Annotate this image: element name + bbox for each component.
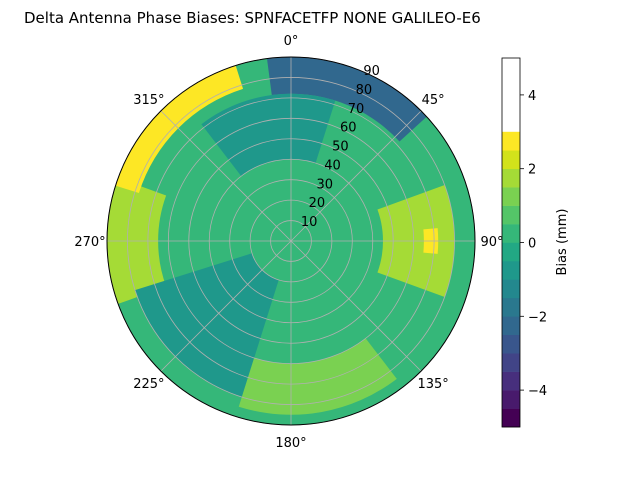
angular-grid-line bbox=[290, 240, 422, 372]
angular-tick-label: 90° bbox=[480, 235, 503, 250]
radial-tick-label: 90 bbox=[363, 64, 380, 79]
radial-tick-labels: 10 20 30 40 50 60 70 80 90 bbox=[301, 64, 380, 230]
colorbar-band bbox=[502, 205, 520, 225]
radial-tick-label: 80 bbox=[356, 83, 373, 98]
angular-tick-label: 135° bbox=[417, 377, 448, 392]
angular-grid-line bbox=[160, 110, 292, 242]
colorbar-band bbox=[502, 150, 520, 169]
angular-tick-label: 225° bbox=[133, 377, 164, 392]
radial-tick-label: 40 bbox=[324, 158, 341, 173]
colorbar-band bbox=[502, 131, 520, 151]
polar-grid bbox=[106, 56, 476, 426]
colorbar: −4 −2 0 2 4 Bias (mm) bbox=[501, 57, 570, 428]
angular-tick-label: 180° bbox=[275, 436, 306, 451]
colorbar-band bbox=[502, 371, 520, 391]
angular-grid-line bbox=[160, 240, 292, 372]
colorbar-bands bbox=[502, 131, 520, 428]
angular-grid-line bbox=[290, 110, 422, 242]
radial-tick-label: 70 bbox=[348, 102, 365, 117]
colorbar-band bbox=[502, 224, 520, 243]
colorbar-band bbox=[502, 260, 520, 280]
colorbar-tick-label: −4 bbox=[528, 384, 547, 399]
angular-tick-label: 45° bbox=[422, 93, 445, 108]
colorbar-band bbox=[502, 279, 520, 299]
angular-tick-labels: 0° 45° 90° 135° 180° 225° 270° 315° bbox=[74, 34, 503, 451]
polar-frame bbox=[106, 56, 476, 426]
angular-tick-label: 315° bbox=[133, 93, 164, 108]
contour-region-south-positive bbox=[238, 338, 397, 415]
colorbar-tick-label: 0 bbox=[528, 237, 536, 252]
radial-tick-label: 20 bbox=[309, 196, 326, 211]
colorbar-band bbox=[502, 334, 520, 354]
colorbar-band bbox=[502, 168, 520, 188]
colorbar-label: Bias (mm) bbox=[555, 209, 570, 276]
colorbar-band bbox=[502, 297, 520, 317]
colorbar-band bbox=[502, 353, 520, 372]
angular-tick-label: 270° bbox=[74, 235, 105, 250]
radial-tick-label: 50 bbox=[332, 140, 349, 155]
colorbar-band bbox=[502, 390, 520, 409]
colorbar-band bbox=[502, 242, 520, 262]
colorbar-tick-label: 2 bbox=[528, 163, 536, 178]
radial-tick-label: 10 bbox=[301, 215, 318, 230]
radial-tick-label: 30 bbox=[316, 177, 333, 192]
polar-plot-area: 0° 45° 90° 135° 180° 225° 270° 315° 10 20 30 40 50 6… bbox=[74, 34, 503, 451]
colorbar-ticks: −4 −2 0 2 4 bbox=[520, 89, 547, 399]
colorbar-tick-label: −2 bbox=[528, 310, 547, 325]
colorbar-band bbox=[502, 316, 520, 336]
angular-tick-label: 0° bbox=[284, 34, 299, 49]
contour-region-northwest-high-positive bbox=[115, 65, 244, 194]
colorbar-tick-label: 4 bbox=[528, 89, 536, 104]
colorbar-band bbox=[502, 187, 520, 206]
chart-title: Delta Antenna Phase Biases: SPNFACETFP N… bbox=[24, 9, 481, 27]
colorbar-band bbox=[502, 408, 520, 428]
radial-tick-label: 60 bbox=[340, 121, 357, 136]
